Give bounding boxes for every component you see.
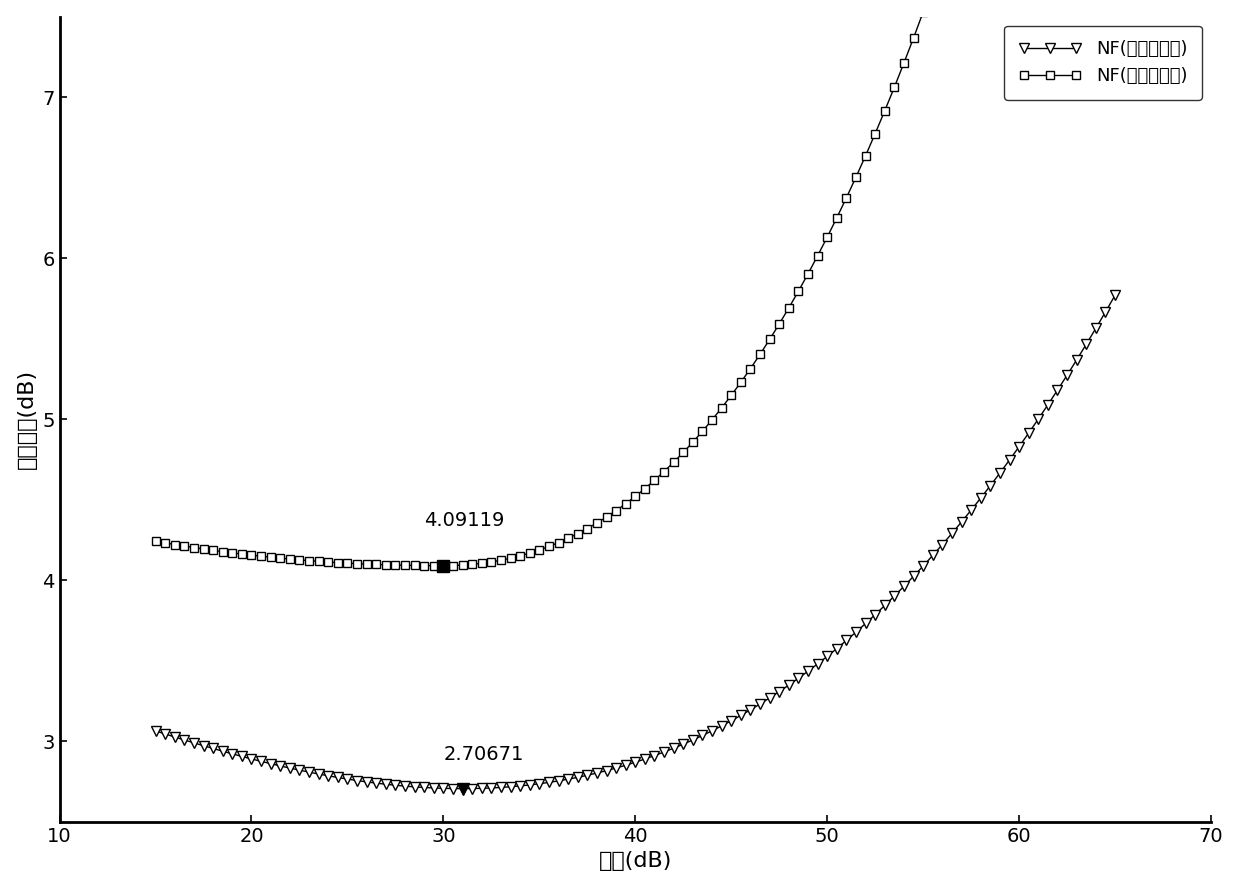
NF(低增益模式) (878, 106, 893, 116)
NF(低增益模式) (830, 212, 844, 223)
NF(低增益模式) (599, 511, 614, 522)
NF(低增益模式) (733, 377, 748, 387)
NF(高增益模式) (148, 725, 162, 736)
NF(高增益模式) (1107, 290, 1122, 301)
NF(高增益模式) (733, 710, 748, 721)
Legend: NF(高增益模式), NF(低增益模式): NF(高增益模式), NF(低增益模式) (1004, 26, 1202, 99)
NF(高增益模式) (878, 600, 893, 611)
NF(低增益模式) (388, 559, 403, 570)
Text: 2.70671: 2.70671 (444, 745, 523, 765)
Text: 4.09119: 4.09119 (424, 511, 505, 530)
NF(高增益模式) (216, 746, 231, 757)
NF(高增益模式) (388, 780, 403, 790)
NF(低增益模式) (216, 546, 231, 557)
NF(高增益模式) (455, 783, 470, 794)
NF(高增益模式) (599, 765, 614, 776)
Y-axis label: 噪声系数(dB): 噪声系数(dB) (16, 369, 37, 470)
X-axis label: 频率(dB): 频率(dB) (599, 852, 672, 871)
NF(低增益模式) (148, 535, 162, 546)
Line: NF(低增益模式): NF(低增益模式) (151, 0, 1120, 570)
NF(高增益模式) (830, 643, 844, 654)
Line: NF(高增益模式): NF(高增益模式) (151, 290, 1120, 794)
NF(低增益模式) (436, 560, 451, 571)
